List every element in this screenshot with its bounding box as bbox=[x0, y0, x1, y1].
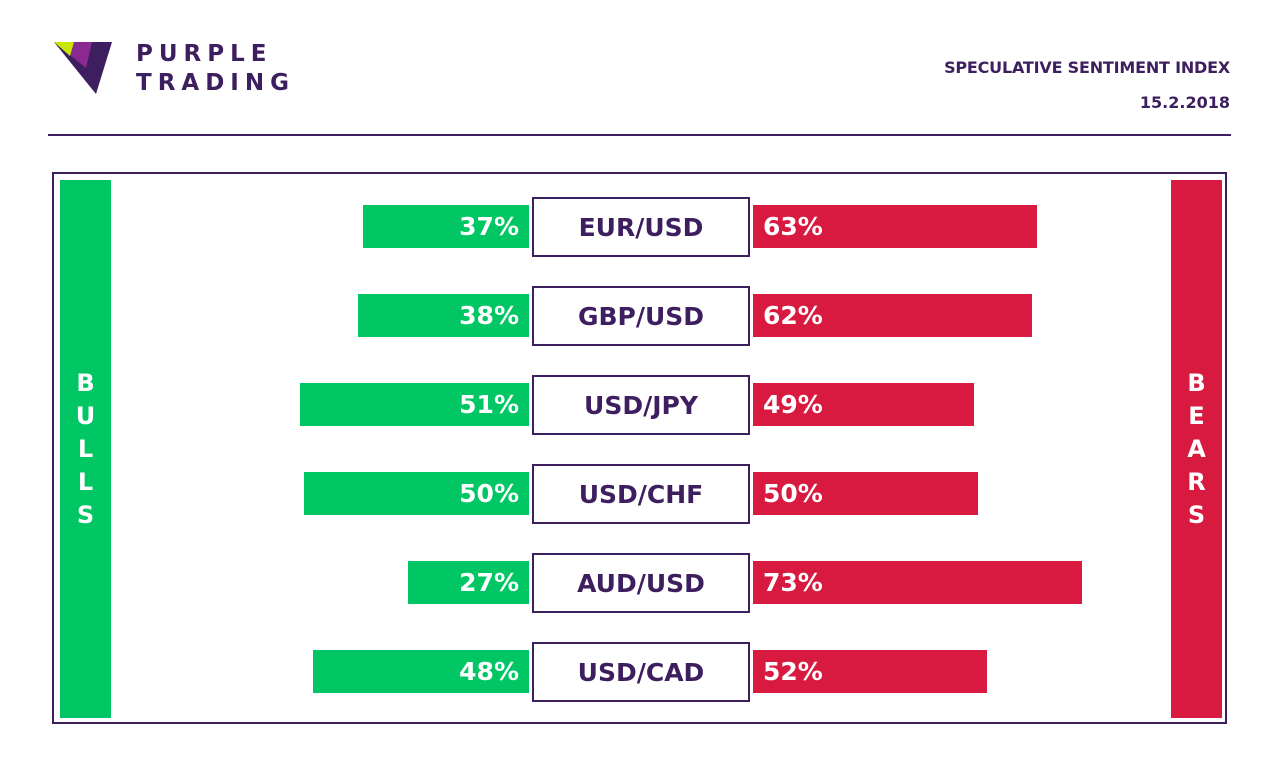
bull-value-label: 50% bbox=[459, 479, 519, 508]
currency-pair-label: GBP/USD bbox=[532, 286, 750, 346]
bear-bar bbox=[753, 472, 978, 515]
bull-bar bbox=[313, 650, 529, 693]
index-title: SPECULATIVE SENTIMENT INDEX bbox=[944, 58, 1230, 77]
chart-frame bbox=[52, 172, 1227, 724]
bull-bar bbox=[358, 294, 529, 337]
currency-pair-label: USD/CAD bbox=[532, 642, 750, 702]
bulls-label: BULLS bbox=[75, 368, 96, 529]
index-date: 15.2.2018 bbox=[1139, 93, 1230, 112]
currency-pair-label: AUD/USD bbox=[532, 553, 750, 613]
bear-value-label: 50% bbox=[763, 479, 823, 508]
currency-pair-label: USD/JPY bbox=[532, 375, 750, 435]
bears-label: BEARS bbox=[1187, 368, 1206, 529]
bear-bar bbox=[753, 561, 1082, 604]
purple-trading-logo: PURPLE TRADING bbox=[52, 40, 312, 100]
bear-value-label: 73% bbox=[763, 568, 823, 597]
brand-name: PURPLE TRADING bbox=[136, 40, 295, 98]
bear-value-label: 63% bbox=[763, 212, 823, 241]
bull-value-label: 48% bbox=[459, 657, 519, 686]
bear-value-label: 52% bbox=[763, 657, 823, 686]
bull-value-label: 27% bbox=[459, 568, 519, 597]
currency-pair-label: EUR/USD bbox=[532, 197, 750, 257]
bear-value-label: 62% bbox=[763, 301, 823, 330]
bull-value-label: 38% bbox=[459, 301, 519, 330]
bear-bar bbox=[753, 205, 1037, 248]
bull-bar bbox=[407, 561, 529, 604]
bull-value-label: 37% bbox=[459, 212, 519, 241]
bear-bar bbox=[753, 294, 1032, 337]
bear-bar bbox=[753, 650, 987, 693]
brand-line-2: TRADING bbox=[136, 70, 295, 96]
bulls-side-bar: BULLS bbox=[60, 180, 111, 718]
currency-pair-label: USD/CHF bbox=[532, 464, 750, 524]
bull-value-label: 51% bbox=[459, 390, 519, 419]
bear-value-label: 49% bbox=[763, 390, 823, 419]
bull-bar bbox=[299, 383, 529, 426]
header-divider bbox=[48, 134, 1231, 136]
bull-bar bbox=[304, 472, 529, 515]
bear-bar bbox=[753, 383, 974, 426]
bull-bar bbox=[362, 205, 529, 248]
logo-mark-icon bbox=[54, 42, 112, 94]
bears-side-bar: BEARS bbox=[1171, 180, 1222, 718]
brand-line-1: PURPLE bbox=[136, 41, 273, 67]
